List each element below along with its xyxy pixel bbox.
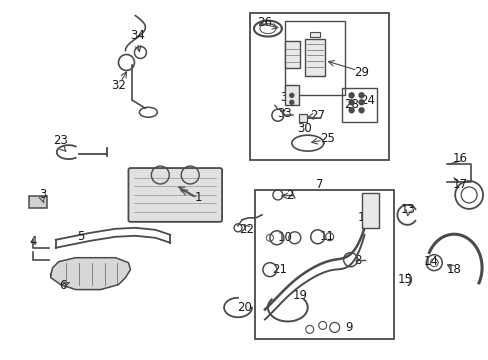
Text: 29: 29	[353, 66, 368, 79]
Text: 21: 21	[272, 263, 287, 276]
Text: 5: 5	[77, 230, 84, 243]
FancyBboxPatch shape	[128, 168, 222, 222]
Text: 20: 20	[237, 301, 252, 314]
Text: 3: 3	[39, 188, 46, 202]
Text: 8: 8	[353, 254, 361, 267]
Text: 14: 14	[423, 255, 438, 268]
Text: 1: 1	[194, 192, 202, 204]
Bar	[285, 41, 299, 68]
Text: 27: 27	[309, 109, 325, 122]
Circle shape	[358, 100, 363, 105]
Bar	[249, 13, 388, 160]
Bar	[285, 85, 298, 105]
Text: 28: 28	[344, 98, 358, 111]
Polygon shape	[51, 258, 130, 289]
Text: 16: 16	[452, 152, 467, 165]
Text: 32: 32	[111, 79, 126, 92]
Text: 9: 9	[344, 321, 352, 334]
Text: 22: 22	[239, 223, 254, 236]
Text: 6: 6	[59, 279, 66, 292]
Bar	[309, 32, 319, 37]
Text: 11: 11	[319, 230, 333, 243]
Bar	[341, 88, 377, 122]
Circle shape	[348, 100, 353, 105]
Text: 26: 26	[257, 16, 272, 29]
Text: 33: 33	[277, 107, 292, 120]
Circle shape	[358, 108, 363, 113]
Bar	[254, 190, 394, 339]
Text: 24: 24	[359, 94, 374, 107]
Text: 7: 7	[315, 179, 323, 192]
Text: 25: 25	[320, 132, 334, 145]
Circle shape	[348, 108, 353, 113]
Bar	[361, 193, 379, 228]
Text: 15: 15	[397, 273, 412, 286]
Circle shape	[348, 93, 353, 98]
Bar	[285, 21, 344, 95]
Text: 31: 31	[280, 91, 295, 104]
Text: 23: 23	[53, 134, 68, 147]
Text: 10: 10	[277, 231, 292, 244]
Circle shape	[289, 93, 293, 97]
Text: 12: 12	[357, 211, 372, 224]
Bar	[298, 114, 306, 122]
Text: 19: 19	[292, 289, 306, 302]
Text: 30: 30	[297, 122, 311, 135]
Bar	[304, 39, 324, 76]
Text: 13: 13	[400, 203, 415, 216]
Text: 34: 34	[130, 29, 144, 42]
Text: 2: 2	[285, 189, 293, 202]
Text: 18: 18	[446, 263, 461, 276]
Bar	[29, 196, 47, 208]
Circle shape	[358, 93, 363, 98]
Text: 4: 4	[29, 235, 37, 248]
Text: 17: 17	[452, 179, 467, 192]
Circle shape	[289, 100, 293, 104]
